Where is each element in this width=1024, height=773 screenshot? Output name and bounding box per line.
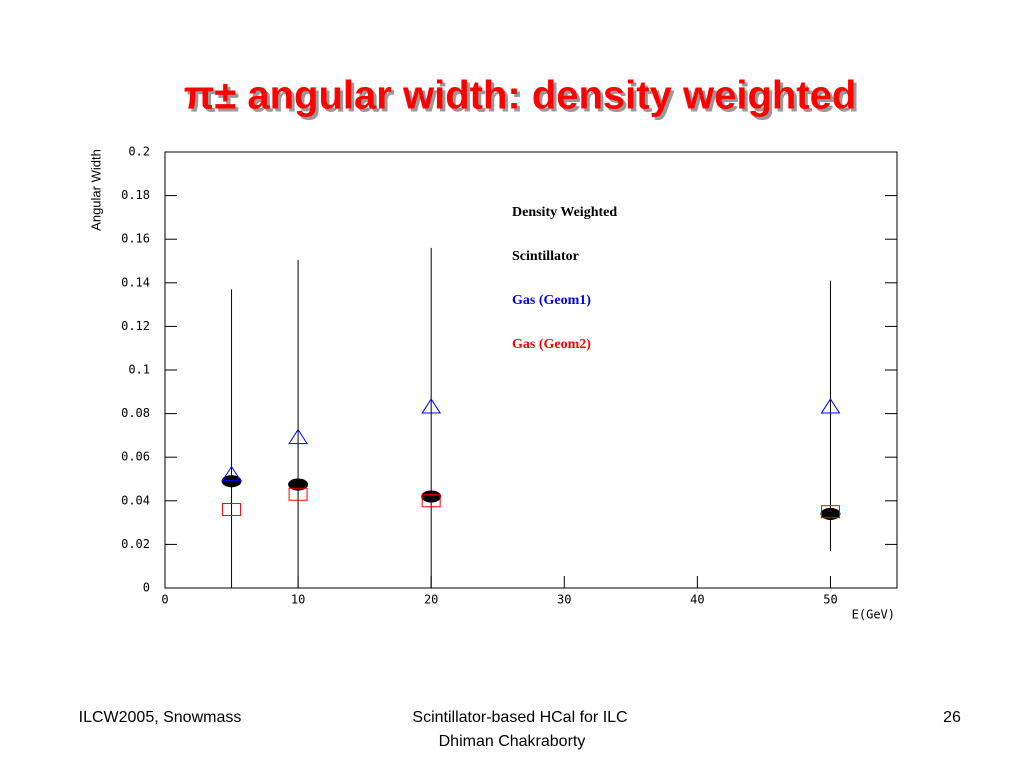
footer-center: Dhiman Chakraborty	[439, 733, 586, 750]
x-tick-label: 50	[823, 593, 837, 607]
legend-entry: Gas (Geom1)	[512, 293, 591, 308]
point	[222, 503, 242, 517]
x-tick-label: 40	[690, 593, 704, 607]
x-axis-label: E(GeV)	[852, 608, 895, 622]
point	[421, 494, 441, 508]
x-tick-label: 20	[424, 593, 438, 607]
plot-area	[221, 247, 841, 588]
point	[290, 480, 307, 491]
point	[423, 492, 440, 503]
y-axis-label: Angular Width	[88, 149, 103, 231]
chart-title: π± angular width: density weighted	[184, 74, 857, 118]
x-tick-label: 0	[161, 593, 168, 607]
y-tick-label: 0.02	[121, 537, 150, 551]
point	[820, 398, 841, 414]
y-tick-label: 0.04	[121, 493, 150, 507]
x-tick-label: 30	[557, 593, 571, 607]
y-tick-label: 0.06	[121, 450, 150, 464]
footer-left: ILCW2005, Snowmass	[79, 709, 242, 726]
point	[223, 477, 240, 488]
point	[288, 428, 309, 445]
y-tick-label: 0	[143, 581, 150, 595]
point	[820, 505, 840, 519]
y-tick-label: 0.18	[121, 188, 150, 202]
title-shadow: π± angular width: density weighted	[187, 77, 860, 121]
legend-entry: Gas (Geom2)	[512, 337, 591, 352]
point	[421, 398, 442, 414]
x-tick-label: 10	[291, 593, 305, 607]
y-tick-label: 0.1	[128, 363, 150, 377]
point	[288, 487, 308, 501]
footer-center: Scintillator-based HCal for ILC	[412, 709, 627, 726]
y-tick-label: 0.16	[121, 232, 150, 246]
point	[221, 465, 242, 482]
point	[822, 509, 839, 520]
footer-right: 26	[943, 709, 961, 726]
y-tick-label: 0.14	[121, 275, 150, 289]
legend-entry: Density Weighted	[512, 205, 617, 220]
y-tick-label: 0.12	[121, 319, 150, 333]
legend-entry: Scintillator	[512, 249, 579, 264]
y-tick-label: 0.08	[121, 406, 150, 420]
y-tick-label: 0.2	[128, 145, 150, 159]
